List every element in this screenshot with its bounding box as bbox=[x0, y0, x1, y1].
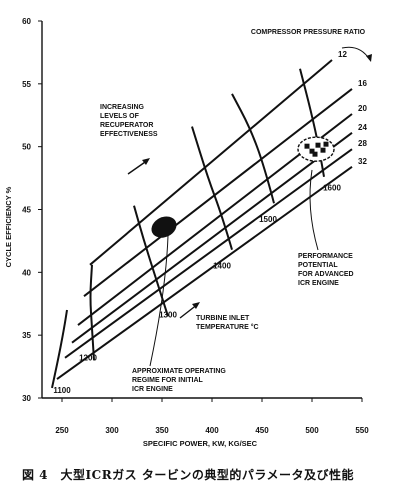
advanced-regime-dot bbox=[315, 142, 321, 148]
temperature-label: 1400 bbox=[213, 262, 231, 271]
cycle-efficiency-chart: 250 300 350 400 450 500 550 30 35 40 45 50 55 60 SPE… bbox=[4, 17, 372, 448]
svg-text:APPROXIMATE OPERATING: APPROXIMATE OPERATING bbox=[132, 368, 226, 375]
pressure-ratio-label: 20 bbox=[358, 104, 367, 113]
x-tick-label: 400 bbox=[205, 426, 219, 435]
temperature-label: 1300 bbox=[159, 311, 177, 320]
pressure-ratio-line-28 bbox=[64, 148, 353, 359]
recuperator-annotation: INCREASING LEVELS OF RECUPERATOR EFFECTI… bbox=[100, 104, 158, 138]
arrowhead-icon bbox=[142, 158, 150, 165]
advanced-regime-marker bbox=[297, 136, 335, 162]
y-tick-label: 45 bbox=[22, 206, 31, 215]
pressure-ratio-label: 28 bbox=[358, 139, 367, 148]
x-tick-labels: 250 300 350 400 450 500 550 bbox=[55, 398, 369, 435]
pressure-ratio-label: 16 bbox=[358, 79, 367, 88]
initial-regime-leader bbox=[149, 235, 169, 367]
svg-text:POTENTIAL: POTENTIAL bbox=[298, 262, 338, 269]
temperature-label: 1500 bbox=[259, 215, 277, 224]
temperature-curve-1400 bbox=[191, 126, 233, 250]
turbine-temperature-curves bbox=[51, 68, 325, 389]
pressure-ratio-label: 12 bbox=[338, 50, 347, 59]
svg-text:FOR ADVANCED: FOR ADVANCED bbox=[298, 271, 354, 278]
svg-text:RECUPERATOR: RECUPERATOR bbox=[100, 122, 153, 129]
svg-text:EFFECTIVENESS: EFFECTIVENESS bbox=[100, 131, 158, 138]
arrowhead-icon bbox=[192, 302, 200, 309]
svg-text:ICR ENGINE: ICR ENGINE bbox=[298, 280, 339, 287]
turbine-temperature-labels: 1100 1200 1300 1400 1500 1600 bbox=[53, 184, 341, 395]
temperature-curve-1600 bbox=[299, 68, 325, 177]
pressure-ratio-title: COMPRESSOR PRESSURE RATIO bbox=[251, 29, 366, 36]
svg-text:ICR ENGINE: ICR ENGINE bbox=[132, 386, 173, 393]
svg-text:REGIME FOR INITIAL: REGIME FOR INITIAL bbox=[132, 377, 204, 384]
svg-text:INCREASING: INCREASING bbox=[100, 104, 145, 111]
chart-frame bbox=[41, 21, 362, 399]
svg-text:LEVELS OF: LEVELS OF bbox=[100, 113, 140, 120]
temperature-curve-1500 bbox=[231, 93, 275, 204]
x-tick-label: 550 bbox=[355, 426, 369, 435]
y-tick-label: 30 bbox=[22, 394, 31, 403]
y-tick-label: 35 bbox=[22, 331, 31, 340]
temperature-label: 1600 bbox=[323, 184, 341, 193]
pressure-ratio-line-32 bbox=[56, 165, 353, 380]
pressure-ratio-line-12 bbox=[89, 59, 333, 266]
temperature-curve-1100 bbox=[51, 309, 68, 389]
temperature-curve-1200 bbox=[89, 264, 95, 361]
advanced-regime-dot bbox=[309, 148, 315, 154]
svg-text:COMPRESSOR PRESSURE RATIO: COMPRESSOR PRESSURE RATIO bbox=[251, 29, 366, 36]
y-tick-label: 40 bbox=[22, 268, 31, 277]
y-axis-title: CYCLE EFFICIENCY % bbox=[4, 186, 13, 267]
svg-text:TURBINE INLET: TURBINE INLET bbox=[196, 315, 250, 322]
pressure-ratio-line-16 bbox=[83, 88, 353, 297]
pressure-ratio-label: 24 bbox=[358, 123, 367, 132]
advanced-regime-dot bbox=[304, 143, 310, 149]
svg-text:PERFORMANCE: PERFORMANCE bbox=[298, 253, 353, 260]
x-tick-label: 250 bbox=[55, 426, 69, 435]
initial-regime-marker bbox=[151, 216, 177, 238]
temperature-label: 1100 bbox=[53, 386, 71, 395]
x-tick-label: 500 bbox=[305, 426, 319, 435]
pressure-ratio-labels: 12 16 20 24 28 32 bbox=[338, 50, 367, 166]
advanced-regime-dot bbox=[320, 147, 326, 153]
pressure-ratio-lines bbox=[56, 59, 353, 380]
y-tick-label: 50 bbox=[22, 143, 31, 152]
x-tick-label: 450 bbox=[255, 426, 269, 435]
y-tick-labels: 30 35 40 45 50 55 60 bbox=[22, 17, 42, 403]
x-axis-title: SPECIFIC POWER, KW, KG/SEC bbox=[143, 439, 258, 448]
pressure-ratio-line-24 bbox=[71, 131, 353, 344]
regime-markers bbox=[151, 136, 335, 238]
advanced-regime-dot bbox=[312, 151, 318, 157]
advanced-regime-dot bbox=[323, 141, 329, 147]
turbine-inlet-annotation: TURBINE INLET TEMPERATURE °C bbox=[196, 315, 259, 331]
figure-caption: 図 4 大型ICRガス タービンの典型的パラメータ及び性能 bbox=[22, 468, 354, 482]
arrowhead-icon bbox=[366, 54, 372, 62]
x-tick-label: 300 bbox=[105, 426, 119, 435]
y-tick-label: 60 bbox=[22, 17, 31, 26]
advanced-regime-leader bbox=[309, 169, 319, 251]
pressure-ratio-label: 32 bbox=[358, 157, 367, 166]
temperature-curve-1300 bbox=[133, 205, 169, 317]
y-tick-label: 55 bbox=[22, 80, 31, 89]
svg-text:TEMPERATURE °C: TEMPERATURE °C bbox=[196, 323, 259, 331]
advanced-regime-annotation: PERFORMANCE POTENTIAL FOR ADVANCED ICR E… bbox=[298, 253, 354, 287]
x-tick-label: 350 bbox=[155, 426, 169, 435]
temperature-label: 1200 bbox=[79, 353, 97, 362]
initial-regime-annotation: APPROXIMATE OPERATING REGIME FOR INITIAL… bbox=[132, 368, 226, 393]
